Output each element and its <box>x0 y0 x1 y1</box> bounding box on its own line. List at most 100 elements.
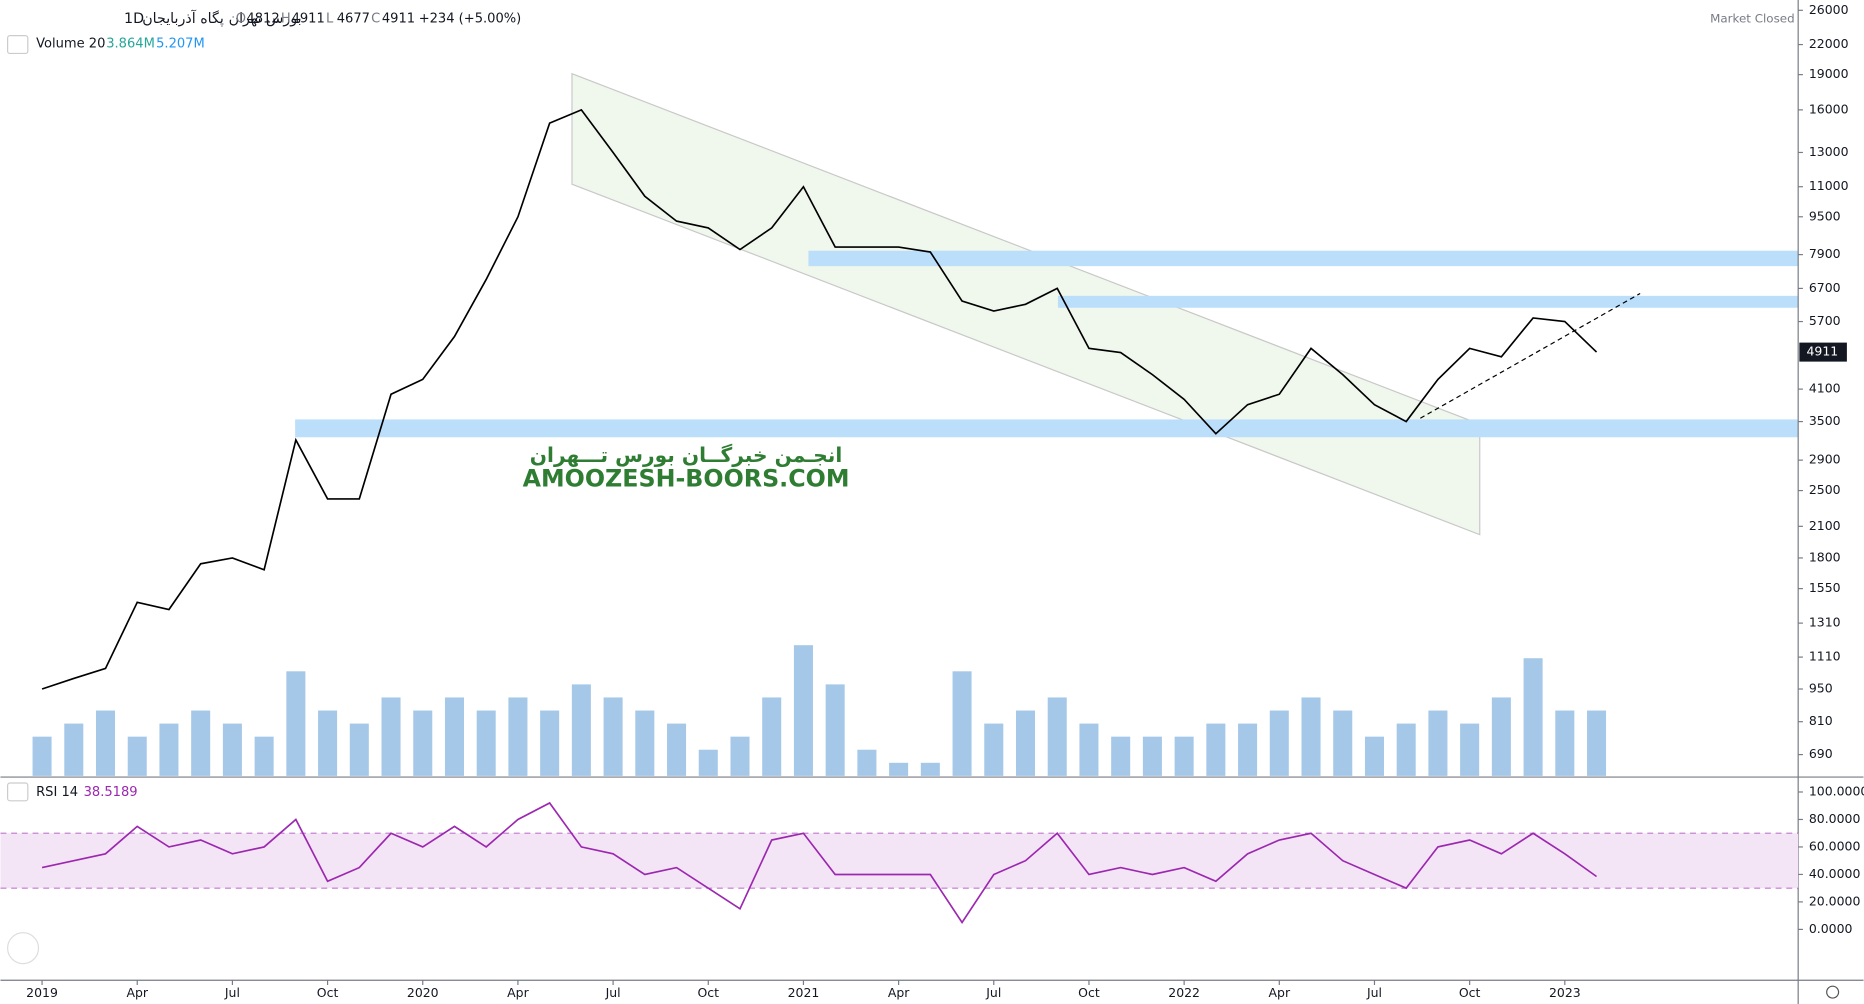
collapse-button[interactable] <box>7 35 29 55</box>
volume-bar <box>508 697 528 776</box>
volume-bar <box>1079 723 1099 776</box>
volume-bar <box>1555 710 1575 776</box>
y-tick-label: 11000 <box>1809 178 1849 193</box>
volume-bar <box>318 710 338 776</box>
ohlc-value: 4911 <box>382 12 415 27</box>
y-tick-label: 6700 <box>1809 280 1841 295</box>
x-tick-label: 2021 <box>788 985 820 1000</box>
y-tick-label: 26000 <box>1809 2 1849 17</box>
volume-bar <box>603 697 623 776</box>
volume-bar <box>1396 723 1416 776</box>
watermark: انجـمن خبرگــان بورس تـــهران <box>530 443 842 467</box>
volume-bar <box>1301 697 1321 776</box>
x-tick-label: Apr <box>1269 985 1291 1000</box>
volume-bar <box>762 697 782 776</box>
ohlc-label: H <box>281 12 291 27</box>
y-tick-label: 3500 <box>1809 413 1841 428</box>
x-tick-label: Oct <box>1459 985 1481 1000</box>
trend-line <box>1420 292 1641 419</box>
volume-bar <box>1174 736 1194 776</box>
symbol: پگاه آذربایجان <box>142 9 224 27</box>
y-tick-label: 20.0000 <box>1809 893 1861 908</box>
y-tick-label: 9500 <box>1809 208 1841 223</box>
volume-legend: 5.207M <box>156 36 205 51</box>
rsi-band <box>0 833 1799 889</box>
volume-bar <box>222 723 242 776</box>
volume-bar <box>698 749 718 776</box>
volume-bar <box>889 762 909 776</box>
volume-title: Volume 20 <box>36 36 105 51</box>
zone <box>808 250 1799 267</box>
last-price-box <box>1799 342 1847 362</box>
volume-bar <box>1142 736 1162 776</box>
x-tick-label: Apr <box>126 985 148 1000</box>
x-tick-label: Jul <box>224 985 240 1000</box>
volume-bar <box>1460 723 1480 776</box>
y-tick-label: 950 <box>1809 681 1833 696</box>
volume-bar <box>1333 710 1353 776</box>
volume-bar <box>635 710 655 776</box>
volume-bar <box>825 684 845 776</box>
line <box>41 108 1598 690</box>
x-tick-label: Jul <box>985 985 1001 1000</box>
volume-bar <box>920 762 940 776</box>
y-tick-label: 1110 <box>1809 649 1841 664</box>
volume-bar <box>984 723 1004 776</box>
logo[interactable] <box>7 932 40 965</box>
volume-bar <box>159 723 179 776</box>
y-tick-label: 5700 <box>1809 313 1841 328</box>
rsi-legend: 38.5189 <box>84 785 138 800</box>
volume-bar <box>381 697 401 776</box>
volume-bar <box>952 671 972 776</box>
volume-bar <box>476 710 496 776</box>
volume-bar <box>32 736 52 776</box>
y-tick-label: 19000 <box>1809 66 1849 81</box>
y-tick-label: 16000 <box>1809 101 1849 116</box>
volume-bar <box>444 697 464 776</box>
volume-bar <box>793 645 813 776</box>
x-tick-label: Oct <box>1078 985 1100 1000</box>
volume-bar <box>571 684 591 776</box>
x-tick-label: 2019 <box>26 985 58 1000</box>
y-tick-label: 13000 <box>1809 144 1849 159</box>
volume-bar <box>1587 710 1607 776</box>
change: +234 (+5.00%) <box>419 12 522 27</box>
volume-bar <box>413 710 433 776</box>
x-tick-label: 2020 <box>407 985 439 1000</box>
volume-bar <box>95 710 116 776</box>
volume-bar <box>1015 710 1036 776</box>
volume-bar <box>254 736 274 776</box>
ohlc-label: L <box>326 12 334 27</box>
collapse-button[interactable] <box>7 782 29 802</box>
line <box>41 801 1598 925</box>
y-tick-label: 810 <box>1809 713 1833 728</box>
y-tick-label: 4100 <box>1809 381 1841 396</box>
x-tick-label: Oct <box>317 985 339 1000</box>
x-tick-label: Apr <box>888 985 910 1000</box>
ohlc-label: C <box>371 12 380 27</box>
y-tick-label: 1800 <box>1809 549 1841 564</box>
volume-bar <box>1364 736 1384 776</box>
y-tick-label: 7900 <box>1809 246 1841 261</box>
volume-bar <box>127 736 147 776</box>
y-tick-label: 2500 <box>1809 482 1841 497</box>
y-tick-label: 22000 <box>1809 36 1849 51</box>
exchange: بورس تهران <box>229 11 302 27</box>
ohlc-value: 4911 <box>292 12 325 27</box>
volume-bar <box>1269 710 1289 776</box>
y-tick-label: 80.0000 <box>1809 811 1861 826</box>
y-tick-label: 2900 <box>1809 452 1841 467</box>
y-tick-label: 2100 <box>1809 518 1841 533</box>
volume-bar <box>1238 723 1258 776</box>
y-tick-label: 690 <box>1809 746 1833 761</box>
volume-bar <box>64 723 84 776</box>
settings-icon[interactable] <box>1826 985 1840 999</box>
volume-bar <box>1111 736 1131 776</box>
x-tick-label: Oct <box>697 985 719 1000</box>
ohlc-label: O <box>236 12 246 27</box>
volume-bar <box>349 723 369 776</box>
volume-bar <box>191 710 211 776</box>
y-tick-label: 40.0000 <box>1809 866 1861 881</box>
